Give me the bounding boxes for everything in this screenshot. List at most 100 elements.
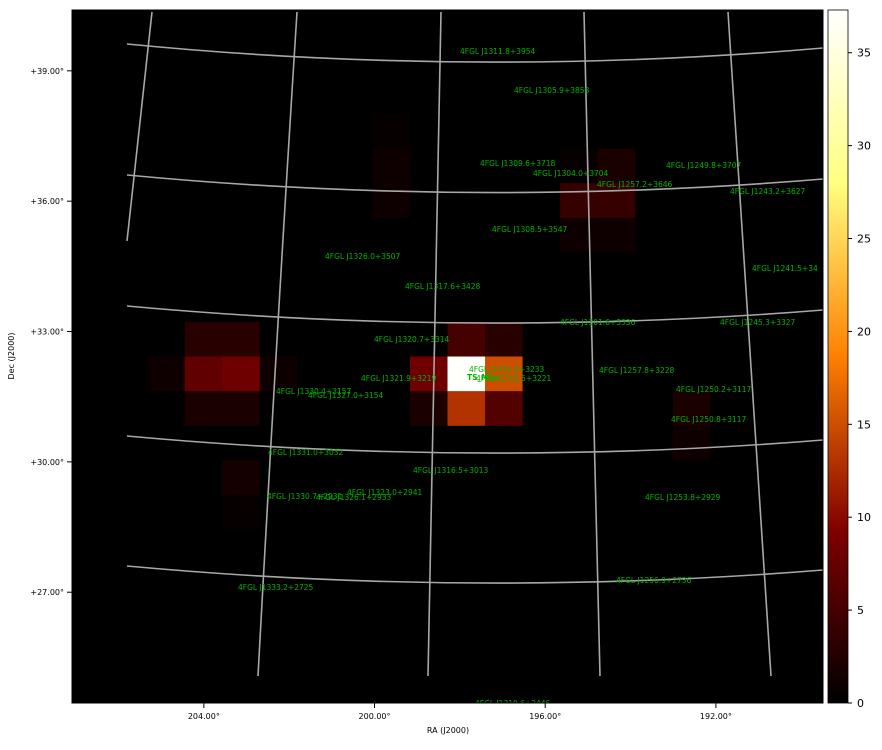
heatmap-cell bbox=[259, 148, 298, 184]
ra-grid-curve bbox=[257, 11, 298, 677]
heatmap-cell bbox=[297, 321, 336, 357]
heatmap-cell bbox=[560, 183, 598, 219]
heatmap-cell bbox=[297, 495, 336, 531]
heatmap-cell bbox=[747, 495, 786, 531]
heatmap-cell bbox=[147, 425, 185, 461]
heatmap-cell bbox=[672, 599, 711, 634]
source-label: 4FGL J1316.5+3013 bbox=[413, 466, 489, 475]
heatmap-cell bbox=[597, 599, 636, 634]
heatmap-cell bbox=[109, 495, 148, 531]
heatmap-cell bbox=[297, 252, 336, 288]
heatmap-cell bbox=[597, 460, 636, 496]
heatmap-cell bbox=[222, 356, 261, 392]
heatmap-cell bbox=[222, 668, 261, 703]
source-label: 4FGL J1250.2+3117 bbox=[676, 385, 752, 394]
heatmap-cell bbox=[72, 495, 110, 531]
heatmap-cell bbox=[672, 79, 711, 115]
heatmap-cell bbox=[560, 287, 598, 323]
heatmap-cell bbox=[710, 79, 749, 115]
heatmap-cell bbox=[372, 79, 411, 115]
heatmap-cell bbox=[447, 113, 486, 149]
heatmap-cell bbox=[747, 113, 786, 149]
heatmap-cell bbox=[672, 287, 711, 323]
heatmap-cell bbox=[334, 668, 373, 703]
y-tick-label: +33.00° bbox=[30, 328, 64, 337]
heatmap-cell bbox=[222, 10, 261, 45]
source-label: 4FGL J1331.0+3032 bbox=[268, 448, 344, 457]
colorbar-tick-label: 35 bbox=[857, 47, 871, 60]
heatmap-cell bbox=[522, 391, 561, 427]
heatmap-cell bbox=[785, 148, 823, 184]
heatmap-cell bbox=[109, 252, 148, 288]
source-label: 4FGL J1243.2+3627 bbox=[730, 187, 806, 196]
heatmap-cell bbox=[259, 44, 298, 80]
heatmap-cell bbox=[259, 599, 298, 634]
heatmap-cell bbox=[297, 287, 336, 323]
heatmap-cell bbox=[710, 668, 749, 703]
heatmap-cell bbox=[597, 391, 636, 427]
heatmap-cell bbox=[409, 425, 448, 461]
heatmap-cell bbox=[522, 356, 561, 392]
heatmap-cell bbox=[72, 599, 110, 634]
heatmap-cell bbox=[747, 356, 786, 392]
heatmap-cell bbox=[372, 633, 411, 669]
heatmap-cell bbox=[147, 113, 185, 149]
heatmap-cell bbox=[447, 10, 486, 45]
heatmap-cell bbox=[147, 287, 185, 323]
heatmap-cell bbox=[222, 113, 261, 149]
heatmap-cell bbox=[785, 10, 823, 45]
y-axis-label: Dec (J2000) bbox=[7, 333, 16, 380]
heatmap-cell bbox=[334, 148, 373, 184]
heatmap-cell bbox=[109, 529, 148, 565]
heatmap-cell bbox=[560, 391, 598, 427]
heatmap-cell bbox=[334, 44, 373, 80]
heatmap-cell bbox=[710, 252, 749, 288]
dec-grid-curve bbox=[126, 565, 823, 584]
heatmap-cell bbox=[522, 564, 561, 600]
heatmap-cell bbox=[522, 321, 561, 357]
colorbar-tick-label: 0 bbox=[857, 697, 864, 710]
heatmap-cell bbox=[409, 10, 448, 45]
heatmap-cell bbox=[485, 599, 523, 634]
heatmap-cell bbox=[635, 460, 674, 496]
heatmap-cell bbox=[147, 217, 185, 253]
heatmap-cell bbox=[334, 599, 373, 634]
heatmap-cell bbox=[560, 460, 598, 496]
heatmap-cell bbox=[485, 495, 523, 531]
heatmap-cell bbox=[447, 425, 486, 461]
source-label: 4FGL J1323.0+2941 bbox=[347, 488, 423, 497]
source-label: 4FGL J1249.8+3707 bbox=[666, 161, 742, 170]
dec-grid-curve bbox=[126, 435, 823, 454]
heatmap-cell bbox=[222, 460, 261, 496]
heatmap-cell bbox=[147, 668, 185, 703]
heatmap-cell bbox=[72, 79, 110, 115]
heatmap-cell bbox=[72, 633, 110, 669]
heatmap-cell bbox=[785, 460, 823, 496]
heatmap-cell bbox=[447, 633, 486, 669]
heatmap-cell bbox=[672, 633, 711, 669]
heatmap-cell bbox=[184, 391, 223, 427]
heatmap-cell bbox=[147, 495, 185, 531]
heatmap-cell bbox=[447, 495, 486, 531]
heatmap-cell bbox=[785, 321, 823, 357]
heatmap-cell bbox=[409, 460, 448, 496]
heatmap-cell bbox=[635, 668, 674, 703]
heatmap-cell bbox=[560, 113, 598, 149]
heatmap-cell bbox=[710, 599, 749, 634]
coordinate-grid bbox=[126, 11, 823, 677]
heatmap-cell bbox=[72, 460, 110, 496]
heatmap-cell bbox=[259, 460, 298, 496]
heatmap-cell bbox=[109, 287, 148, 323]
heatmap-cell bbox=[334, 391, 373, 427]
heatmap-cell bbox=[109, 356, 148, 392]
colorbar-tick-label: 25 bbox=[857, 233, 871, 246]
heatmap-cell bbox=[785, 113, 823, 149]
heatmap-cell bbox=[635, 391, 674, 427]
heatmap-cell bbox=[522, 148, 561, 184]
heatmap-cell bbox=[259, 668, 298, 703]
heatmap-cell bbox=[672, 10, 711, 45]
heatmap-cell bbox=[522, 668, 561, 703]
heatmap-cell bbox=[409, 217, 448, 253]
heatmap-cell bbox=[560, 425, 598, 461]
heatmap-cell bbox=[334, 79, 373, 115]
